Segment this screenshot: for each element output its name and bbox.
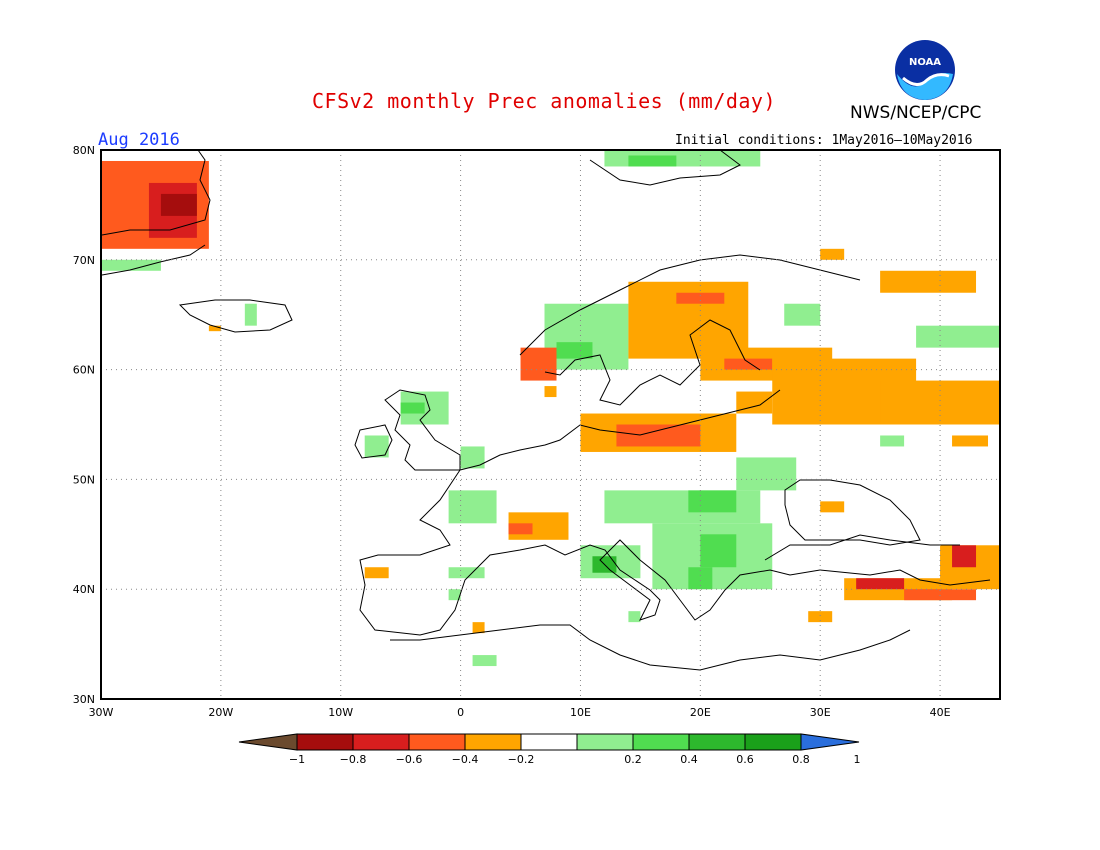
colorbar — [238, 733, 860, 751]
anomaly-cell-poland-east — [736, 457, 797, 491]
lon-label: 20W — [208, 706, 233, 719]
anomaly-cell-iberia-south — [448, 589, 461, 601]
colorbar-bin — [688, 733, 746, 751]
colorbar-bin — [576, 733, 634, 751]
coast-greenland — [101, 149, 211, 276]
anomaly-cell-spain-northwest — [364, 567, 389, 579]
colorbar-bin — [296, 733, 354, 751]
noaa-logo: NOAA — [895, 40, 955, 100]
anomaly-cell-norway-south — [544, 386, 557, 398]
anomaly-cell-turkey-east — [904, 589, 977, 601]
lon-label: 20E — [690, 706, 711, 719]
colorbar-tick-label: 0.2 — [624, 753, 642, 766]
anomaly-cell-turkey-south — [808, 611, 833, 623]
colorbar-tick-label: 1 — [854, 753, 861, 766]
colorbar-tick-label: −1 — [289, 753, 305, 766]
anomaly-cell-north-africa — [472, 655, 497, 667]
lon-label: 30W — [89, 706, 114, 719]
anomaly-cell-russia-east-small — [880, 435, 905, 447]
colorbar-arrow-low — [238, 733, 298, 751]
agency-label: NWS/NCEP/CPC — [850, 103, 982, 123]
colorbar-bin — [464, 733, 522, 751]
colorbar-tick-label: 0.4 — [680, 753, 698, 766]
lon-label: 10E — [570, 706, 591, 719]
anomaly-cell-kola — [880, 270, 977, 293]
colorbar-bin — [352, 733, 410, 751]
anomaly-cell-france — [448, 490, 497, 524]
anomaly-cell-iceland-southwest — [208, 325, 221, 332]
anomaly-layer — [101, 150, 1000, 667]
anomaly-cell-svalbard — [604, 150, 761, 167]
coast-scandinavia — [519, 254, 861, 406]
lat-label: 60N — [73, 364, 95, 377]
anomaly-cell-balkans-core — [700, 534, 737, 568]
colorbar-bin — [520, 733, 578, 751]
anomaly-cell-finland-north — [784, 303, 821, 326]
logo-text: NOAA — [909, 57, 941, 68]
map-title: CFSv2 monthly Prec anomalies (mm/day) — [312, 89, 777, 113]
anomaly-cell-norway-core — [556, 342, 593, 359]
coast-ireland — [354, 424, 393, 459]
anomaly-cell-greenland-south — [101, 259, 161, 271]
anomaly-cell-albania — [688, 567, 713, 590]
colorbar-labels: −1 −0.8 −0.6 −0.4 −0.2 0.2 0.4 0.6 0.8 1 — [289, 753, 861, 766]
anomaly-cell-england — [460, 446, 485, 469]
anomaly-cell-alps-core — [508, 523, 533, 535]
anomaly-cell-scotland-west — [400, 402, 425, 414]
anomaly-cell-morocco-north — [472, 622, 485, 634]
colorbar-bin — [632, 733, 690, 751]
anomaly-cell-spain-north — [448, 567, 485, 579]
anomaly-cell-central-europe — [604, 490, 761, 524]
colorbar-bin — [744, 733, 802, 751]
anomaly-cell-russia-northeast — [916, 325, 1000, 348]
anomaly-cell-caucasus-core — [952, 545, 977, 568]
lat-label: 70N — [73, 254, 95, 267]
colorbar-tick-label: −0.6 — [396, 753, 423, 766]
coast-svalbard — [589, 149, 741, 186]
anomaly-cell-russia-east — [880, 380, 1000, 425]
colorbar-tick-label: 0.6 — [736, 753, 754, 766]
anomaly-cell-russia-far-east — [952, 435, 989, 447]
colorbar-bin — [408, 733, 466, 751]
lon-label: 10W — [328, 706, 353, 719]
coastline-layer — [101, 149, 991, 671]
anomaly-cell-baltic-east — [736, 391, 773, 414]
anomaly-cell-east-greenland-max — [160, 193, 197, 216]
colorbar-arrow-high — [800, 733, 860, 751]
lat-label: 50N — [73, 473, 95, 486]
colorbar-tick-label: 0.8 — [792, 753, 810, 766]
lon-labels: 30W 20W 10W 0 10E 20E 30E 40E — [89, 706, 951, 719]
anomaly-cell-sweden-north — [676, 292, 725, 304]
anomaly-cell-svalbard-core — [628, 155, 677, 167]
lat-label: 40N — [73, 583, 95, 596]
coast-africa — [390, 624, 911, 671]
anomaly-cell-iceland-east — [244, 303, 257, 326]
lon-label: 0 — [457, 706, 464, 719]
anomaly-cell-ukraine-south — [820, 501, 845, 513]
lat-labels: 80N 70N 60N 50N 40N 30N — [73, 144, 95, 706]
anomaly-cell-kola-north — [820, 248, 845, 260]
lon-label: 30E — [810, 706, 831, 719]
anomaly-cell-turkey-core — [856, 578, 905, 590]
anomaly-cell-baltic-core — [616, 424, 701, 447]
valid-month: Aug 2016 — [98, 130, 180, 150]
colorbar-tick-label: −0.4 — [452, 753, 479, 766]
coast-iceland — [178, 299, 293, 333]
anomaly-cell-ireland — [364, 435, 389, 458]
lat-label: 80N — [73, 144, 95, 157]
anomaly-cell-hungary — [688, 490, 737, 513]
anomaly-cell-sicily — [628, 611, 641, 623]
coast-blacksea — [784, 479, 921, 546]
anomaly-cell-norway-coast — [544, 303, 629, 370]
colorbar-tick-label: −0.8 — [340, 753, 367, 766]
anomaly-cell-finland-south — [724, 358, 773, 370]
lon-label: 40E — [930, 706, 951, 719]
lat-label: 30N — [73, 693, 95, 706]
map-frame — [100, 149, 1001, 700]
colorbar-tick-label: −0.2 — [508, 753, 535, 766]
initial-conditions: Initial conditions: 1May2016–10May2016 — [675, 133, 973, 148]
anomaly-cell-norway-southwest — [520, 347, 557, 381]
